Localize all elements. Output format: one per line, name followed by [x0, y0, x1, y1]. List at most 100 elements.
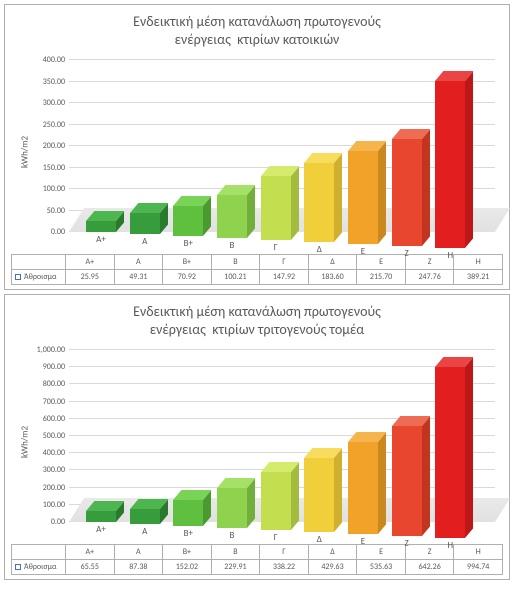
table-cell: 87.38 [114, 560, 163, 575]
bar [348, 442, 378, 534]
chart-panel: Ενδεικτική μέση κατανάλωση πρωτογενούςεν… [4, 4, 510, 290]
title-line-1: Ενδεικτική μέση κατανάλωση πρωτογενούς [11, 13, 503, 31]
y-tick-label: 500.00 [21, 431, 65, 441]
row-label-cell: Άθροισμα [12, 560, 66, 575]
bar-side [334, 449, 342, 532]
chart-area: kWh/m20.00100.00200.00300.00400.00500.00… [11, 342, 503, 542]
bar [435, 367, 465, 538]
bar [261, 176, 291, 240]
y-tick-label: 1,000.00 [21, 345, 65, 355]
bar [217, 195, 247, 238]
bar-front [348, 442, 378, 534]
bar-front [304, 163, 334, 242]
x-tick-label: Β [230, 530, 235, 541]
bar-front [173, 500, 203, 526]
bar [130, 509, 160, 524]
y-tick-label: 400.00 [21, 55, 65, 65]
x-tick-label: Α+ [96, 234, 106, 245]
bar-front [217, 488, 247, 528]
table-header-cell: Η [454, 255, 503, 270]
bar-side [378, 432, 386, 534]
y-tick-label: 50.00 [21, 206, 65, 216]
y-tick-label: 900.00 [21, 362, 65, 372]
y-tick-label: 200.00 [21, 141, 65, 151]
table-cell: 215.70 [357, 270, 406, 285]
table-row: Άθροισμα65.5587.38152.02229.91338.22429.… [12, 560, 503, 575]
bar [261, 472, 291, 530]
table-cell: 229.91 [211, 560, 260, 575]
table-cell: 338.22 [260, 560, 309, 575]
bar [392, 426, 422, 536]
row-label: Άθροισμα [24, 272, 56, 282]
bar-front [86, 511, 116, 522]
y-tick-label: 600.00 [21, 414, 65, 424]
y-tick-label: 300.00 [21, 98, 65, 108]
bars-container [69, 60, 495, 232]
bar-front [392, 426, 422, 536]
chart-title: Ενδεικτική μέση κατανάλωση πρωτογενούςεν… [11, 303, 503, 338]
plot-area: 0.0050.00100.00150.00200.00250.00300.003… [69, 60, 495, 232]
table-cell: 25.95 [66, 270, 115, 285]
table-header-cell: Δ [308, 255, 357, 270]
table-header-cell: Α+ [66, 545, 115, 560]
table-cell: 183.60 [308, 270, 357, 285]
x-tick-label: Γ [274, 532, 278, 543]
table-cell: 994.74 [454, 560, 503, 575]
data-table: Α+ΑΒ+ΒΓΔΕΖΗΆθροισμα25.9549.3170.92100.21… [11, 254, 503, 285]
table-row: Άθροισμα25.9549.3170.92100.21147.92183.6… [12, 270, 503, 285]
bar-side [422, 416, 430, 536]
table-header-cell: Β [211, 255, 260, 270]
x-tick-label: Α [142, 526, 147, 537]
title-line-1: Ενδεικτική μέση κατανάλωση πρωτογενούς [11, 303, 503, 321]
chart-panel: Ενδεικτική μέση κατανάλωση πρωτογενούςεν… [4, 294, 510, 580]
table-header-row: Α+ΑΒ+ΒΓΔΕΖΗ [12, 255, 503, 270]
bar [130, 213, 160, 234]
x-tick-label: Β+ [184, 528, 193, 539]
bar [173, 500, 203, 526]
y-tick-label: 100.00 [21, 500, 65, 510]
bar [217, 488, 247, 528]
bar-front [304, 458, 334, 532]
y-tick-label: 800.00 [21, 379, 65, 389]
x-tick-label: Η [447, 250, 453, 261]
y-tick-label: 400.00 [21, 448, 65, 458]
table-header-cell: Γ [260, 545, 309, 560]
bar-front [392, 139, 422, 246]
bar [173, 206, 203, 236]
legend-marker-icon [15, 274, 21, 280]
x-tick-label: Ε [361, 536, 365, 547]
bar-side [378, 142, 386, 244]
y-tick-label: 150.00 [21, 163, 65, 173]
bar-side [291, 462, 299, 530]
y-tick-label: 350.00 [21, 77, 65, 87]
title-line-2: ενέργειας κτιρίων κατοικιών [11, 31, 503, 49]
bar [304, 458, 334, 532]
bar-front [435, 367, 465, 538]
table-header-cell: Γ [260, 255, 309, 270]
table-cell: 152.02 [163, 560, 212, 575]
x-tick-label: Ζ [405, 538, 409, 549]
bar [304, 163, 334, 242]
table-header-cell: Β [211, 545, 260, 560]
bar-side [465, 357, 473, 538]
bar-front [86, 221, 116, 232]
table-header-cell: Δ [308, 545, 357, 560]
table-header-cell: Β+ [163, 255, 212, 270]
chart-area: kWh/m20.0050.00100.00150.00200.00250.003… [11, 52, 503, 252]
bar-front [261, 472, 291, 530]
table-cell: 147.92 [260, 270, 309, 285]
bar-front [173, 206, 203, 236]
bar-side [422, 130, 430, 246]
x-tick-label: Α [142, 236, 147, 247]
bar-front [348, 151, 378, 244]
bar [86, 511, 116, 522]
bar-front [130, 213, 160, 234]
bar-front [130, 509, 160, 524]
bar [392, 139, 422, 246]
table-cell: 65.55 [66, 560, 115, 575]
bar [435, 81, 465, 248]
bar-front [261, 176, 291, 240]
table-cell: 535.63 [357, 560, 406, 575]
title-line-2: ενέργειας κτιρίων τριτογενούς τομέα [11, 321, 503, 339]
bar-side [291, 167, 299, 240]
